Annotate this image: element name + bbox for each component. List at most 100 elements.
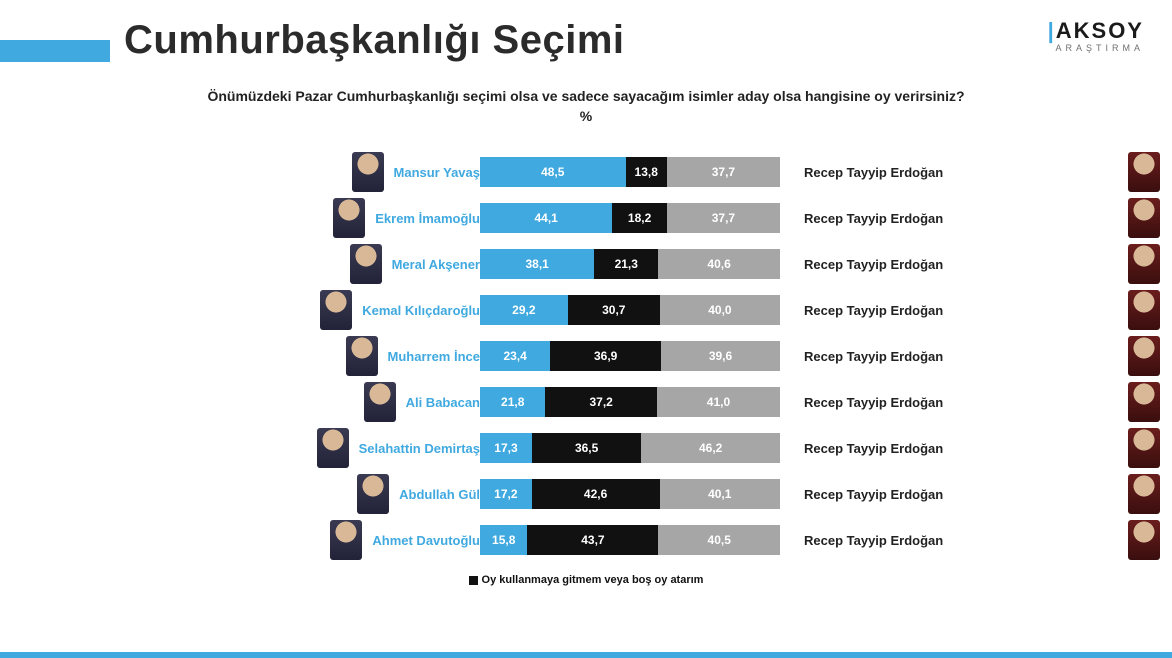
candidate-name: Mansur Yavaş [394,165,480,180]
opponent-name: Recep Tayyip Erdoğan [804,303,1110,318]
stacked-bar: 29,230,740,0 [480,295,780,325]
segment-opponent: 40,6 [658,249,780,279]
candidate-name: Kemal Kılıçdaroğlu [362,303,480,318]
row-left: Muharrem İnce [0,336,480,376]
segment-candidate: 23,4 [480,341,550,371]
row-right: Recep Tayyip Erdoğan [780,520,1160,560]
candidate-avatar [364,382,396,422]
segment-candidate: 48,5 [480,157,626,187]
brand-main-text: AKSOY [1056,18,1144,43]
segment-candidate: 21,8 [480,387,545,417]
stacked-bar: 48,513,837,7 [480,157,780,187]
poll-row: Ekrem İmamoğlu44,118,237,7 Recep Tayyip E… [0,196,1172,240]
segment-abstain: 36,5 [532,433,642,463]
candidate-name: Abdullah Gül [399,487,480,502]
row-left: Mansur Yavaş [0,152,480,192]
candidate-name: Ali Babacan [406,395,480,410]
opponent-avatar [1128,290,1160,330]
candidate-name: Meral Akşener [392,257,480,272]
row-right: Recep Tayyip Erdoğan [780,244,1160,284]
segment-candidate: 44,1 [480,203,612,233]
opponent-name: Recep Tayyip Erdoğan [804,211,1110,226]
segment-opponent: 46,2 [641,433,780,463]
stacked-bar: 23,436,939,6 [480,341,780,371]
row-right: Recep Tayyip Erdoğan [780,474,1160,514]
poll-row: Mansur Yavaş48,513,837,7Recep Tayyip Erd… [0,150,1172,194]
stacked-bar: 15,843,740,5 [480,525,780,555]
segment-candidate: 15,8 [480,525,527,555]
row-left: Ahmet Davutoğlu [0,520,480,560]
opponent-avatar [1128,244,1160,284]
candidate-avatar [357,474,389,514]
candidate-name: Muharrem İnce [388,349,480,364]
segment-opponent: 40,1 [660,479,780,509]
segment-opponent: 41,0 [657,387,780,417]
opponent-name: Recep Tayyip Erdoğan [804,257,1110,272]
segment-candidate: 38,1 [480,249,594,279]
stacked-bar: 17,242,640,1 [480,479,780,509]
segment-opponent: 37,7 [667,203,780,233]
opponent-avatar [1128,474,1160,514]
row-left: Abdullah Gül [0,474,480,514]
poll-row: Meral Akşener38,121,340,6 Recep Tayyip Er… [0,242,1172,286]
chart-legend: Oy kullanmaya gitmem veya boş oy atarım [0,574,1172,586]
row-right: Recep Tayyip Erdoğan [780,152,1160,192]
stacked-bar: 17,336,546,2 [480,433,780,463]
poll-row: Ahmet Davutoğlu15,843,740,5 Recep Tayyip … [0,518,1172,562]
segment-abstain: 21,3 [594,249,658,279]
opponent-name: Recep Tayyip Erdoğan [804,441,1110,456]
poll-row: Abdullah Gül17,242,640,1 Recep Tayyip Erd… [0,472,1172,516]
opponent-name: Recep Tayyip Erdoğan [804,533,1110,548]
candidate-name: Selahattin Demirtaş [359,441,480,456]
brand-accent-mark: | [1048,18,1056,43]
row-right: Recep Tayyip Erdoğan [780,198,1160,238]
poll-chart: Mansur Yavaş48,513,837,7Recep Tayyip Erd… [0,150,1172,564]
stacked-bar: 44,118,237,7 [480,203,780,233]
row-left: Ekrem İmamoğlu [0,198,480,238]
candidate-avatar [317,428,349,468]
segment-abstain: 13,8 [626,157,667,187]
candidate-avatar [352,152,384,192]
segment-candidate: 17,3 [480,433,532,463]
opponent-name: Recep Tayyip Erdoğan [804,487,1110,502]
candidate-avatar [330,520,362,560]
brand-sub: ARAŞTIRMA [1048,44,1144,53]
opponent-avatar [1128,428,1160,468]
candidate-avatar [320,290,352,330]
segment-abstain: 18,2 [612,203,667,233]
brand-main: |AKSOY [1048,20,1144,42]
segment-opponent: 40,5 [658,525,780,555]
footer-accent-bar [0,652,1172,658]
opponent-name: Recep Tayyip Erdoğan [804,349,1110,364]
segment-opponent: 37,7 [667,157,780,187]
legend-swatch [469,576,478,585]
segment-candidate: 29,2 [480,295,568,325]
poll-row: Ali Babacan21,837,241,0 Recep Tayyip Erdo… [0,380,1172,424]
row-right: Recep Tayyip Erdoğan [780,382,1160,422]
poll-row: Muharrem İnce23,436,939,6 Recep Tayyip Er… [0,334,1172,378]
opponent-avatar [1128,336,1160,376]
poll-row: Kemal Kılıçdaroğlu29,230,740,0 Recep Tayy… [0,288,1172,332]
candidate-avatar [333,198,365,238]
title-accent-bar [0,40,110,62]
legend-label: Oy kullanmaya gitmem veya boş oy atarım [482,574,704,586]
row-right: Recep Tayyip Erdoğan [780,336,1160,376]
row-left: Ali Babacan [0,382,480,422]
opponent-avatar [1128,520,1160,560]
segment-abstain: 36,9 [550,341,661,371]
segment-candidate: 17,2 [480,479,532,509]
opponent-name: Recep Tayyip Erdoğan [804,395,1110,410]
row-left: Meral Akşener [0,244,480,284]
row-left: Selahattin Demirtaş [0,428,480,468]
opponent-avatar [1128,198,1160,238]
segment-abstain: 37,2 [545,387,657,417]
brand-logo: |AKSOY ARAŞTIRMA [1048,20,1144,53]
candidate-name: Ekrem İmamoğlu [375,211,480,226]
segment-abstain: 30,7 [568,295,660,325]
poll-row: Selahattin Demirtaş17,336,546,2 Recep Tay… [0,426,1172,470]
survey-unit: % [0,108,1172,124]
opponent-avatar [1128,152,1160,192]
segment-opponent: 40,0 [660,295,780,325]
row-left: Kemal Kılıçdaroğlu [0,290,480,330]
stacked-bar: 21,837,241,0 [480,387,780,417]
